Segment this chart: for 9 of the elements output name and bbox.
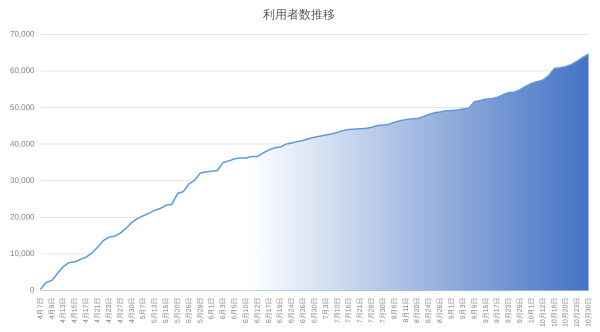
y-tick-label: 20,000 (10, 212, 36, 222)
y-tick-label: 70,000 (10, 30, 36, 39)
y-tick-label: 60,000 (10, 66, 36, 76)
y-tick-label: 30,000 (10, 176, 36, 185)
y-tick-label: 10,000 (10, 249, 36, 258)
y-tick-label: 0 (30, 286, 36, 295)
y-tick-label: 50,000 (10, 102, 36, 112)
chart-title: 利用者数推移 (263, 8, 335, 22)
y-tick-label: 40,000 (10, 139, 36, 148)
